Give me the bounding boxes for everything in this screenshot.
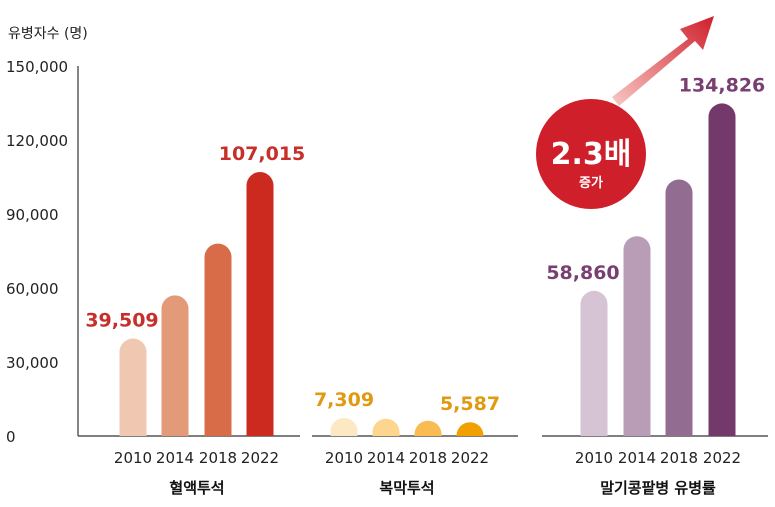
- y-tick-label: 150,000: [6, 58, 68, 76]
- x-tick-label: 2018: [409, 449, 447, 467]
- x-tick-label: 2014: [618, 449, 656, 467]
- x-tick-label: 2014: [156, 449, 194, 467]
- data-label: 7,309: [314, 389, 374, 411]
- group-label: 복막투석: [379, 479, 434, 497]
- y-axis-label: 유병자수 (명): [8, 26, 88, 42]
- group-label: 혈액투석: [169, 479, 224, 497]
- x-tick-label: 2014: [367, 449, 405, 467]
- group-label: 말기콩팥병 유병률: [600, 479, 716, 497]
- data-label: 39,509: [85, 310, 158, 332]
- bar-3-2018: [665, 179, 693, 436]
- bars: [119, 103, 736, 436]
- data-label: 107,015: [219, 143, 306, 165]
- x-tick-label: 2022: [241, 449, 279, 467]
- x-tick-label: 2018: [660, 449, 698, 467]
- x-tick-label: 2010: [575, 449, 613, 467]
- x-tick-label: 2022: [451, 449, 489, 467]
- y-tick-label: 0: [6, 428, 16, 446]
- bar-1-2018: [204, 243, 232, 436]
- x-tick-label: 2022: [703, 449, 741, 467]
- data-label: 58,860: [546, 262, 619, 284]
- badge-text: 증가: [579, 176, 603, 191]
- bar-1-2022: [246, 172, 274, 436]
- bar-2-2010: [330, 417, 358, 436]
- y-tick-label: 90,000: [6, 206, 59, 224]
- increase-arrow: [612, 16, 714, 106]
- bar-1-2014: [161, 295, 189, 436]
- x-tick-label: 2018: [199, 449, 237, 467]
- increase-badge: 2.3배 증가: [536, 99, 646, 209]
- y-tick-label: 60,000: [6, 280, 59, 298]
- y-tick-label: 30,000: [6, 354, 59, 372]
- bar-3-2010: [580, 290, 608, 436]
- x-tick-label: 2010: [114, 449, 152, 467]
- data-label: 5,587: [440, 393, 500, 415]
- y-tick-label: 120,000: [6, 132, 68, 150]
- bar-1-2010: [119, 338, 147, 436]
- bar-3-2014: [623, 236, 651, 436]
- bar-2-2014: [372, 418, 400, 436]
- x-tick-label: 2010: [325, 449, 363, 467]
- bar-3-2022: [708, 103, 736, 436]
- bar-2-2022: [456, 422, 484, 436]
- badge-value: 2.3배: [551, 137, 632, 172]
- data-label: 134,826: [679, 74, 766, 96]
- bar-2-2018: [414, 420, 442, 436]
